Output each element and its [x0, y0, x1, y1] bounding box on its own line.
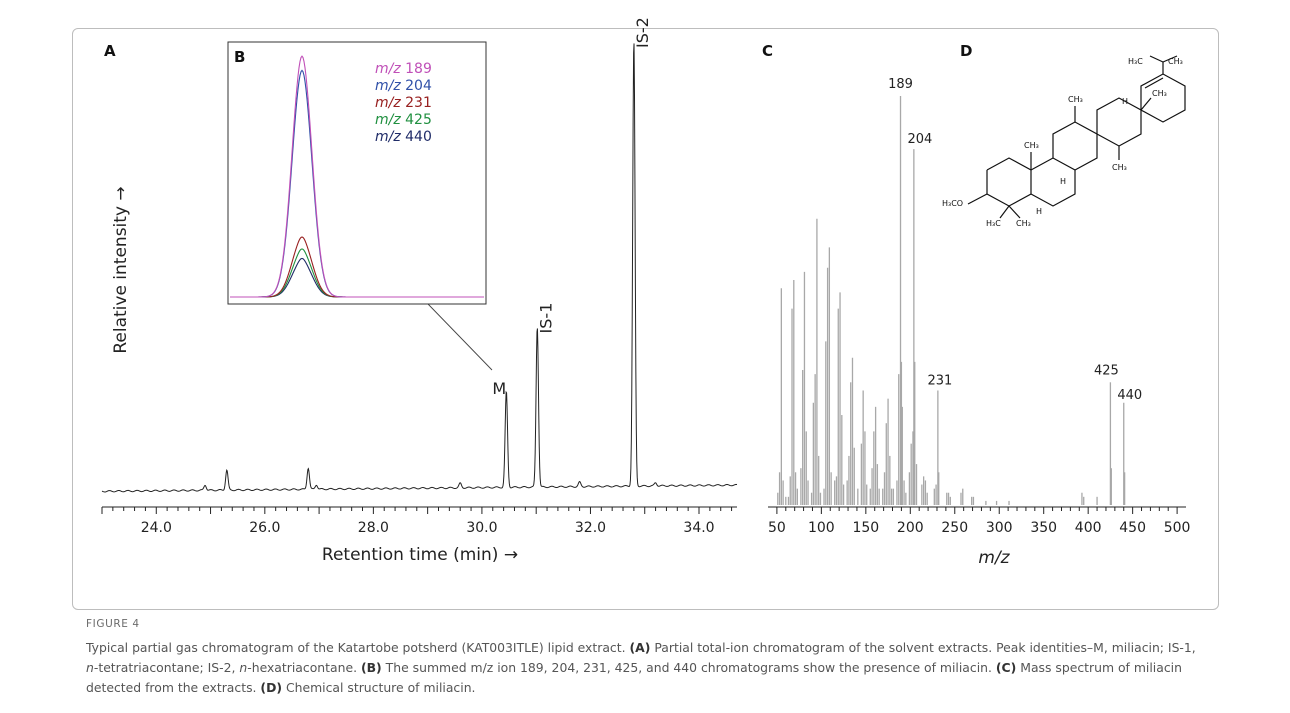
svg-text:CH₃: CH₃ [1024, 141, 1039, 150]
panel-b-legend-entry: m/z 231 [375, 95, 432, 111]
panel-c-x-tick-label: 400 [1075, 520, 1102, 536]
spectrum-peak-label: 231 [927, 373, 952, 388]
panel-a-peak-labels: M IS-1 IS-2 [492, 17, 652, 398]
svg-text:H: H [1060, 177, 1066, 186]
panel-b-traces [230, 55, 484, 298]
panel-a-x-tick-label: 26.0 [249, 520, 280, 536]
panel-c-x-tick-label: 100 [808, 520, 835, 536]
panel-d-label: D [960, 42, 972, 60]
panel-a-x-tick-label: 32.0 [575, 520, 606, 536]
svg-text:CH₃: CH₃ [1016, 219, 1031, 228]
panel-a-x-tick-label: 34.0 [683, 520, 714, 536]
peak-label-m: M [492, 379, 506, 398]
panel-b-legend-entry: m/z 189 [375, 61, 432, 77]
miliacin-skeleton [967, 55, 1186, 219]
panel-c-x-tick-label: 150 [852, 520, 879, 536]
svg-text:CH₃: CH₃ [1168, 57, 1183, 66]
panel-c-peak-labels: 189 204 231 425 440 [888, 77, 1142, 403]
panel-b-legend-entry: m/z 425 [375, 112, 432, 128]
panel-a-x-axis-label: Retention time (min) → [322, 545, 518, 565]
figure-caption: FIGURE 4 Typical partial gas chromatogra… [86, 618, 1206, 698]
panel-c-x-tick-label: 350 [1030, 520, 1057, 536]
peak-label-is-2: IS-2 [633, 17, 652, 48]
inset-connector-line [427, 303, 493, 371]
panel-a-x-tick-label: 24.0 [141, 520, 172, 536]
svg-text:H₃CO: H₃CO [942, 199, 963, 208]
panel-c-x-axis-label: m/z [978, 548, 1010, 568]
panel-a-label: A [104, 42, 116, 60]
peak-label-is-1: IS-1 [536, 303, 555, 334]
svg-text:H: H [1122, 97, 1128, 106]
panel-c-label: C [762, 42, 773, 60]
panel-b-trace-189 [230, 55, 484, 298]
panel-c-x-tick-label: 250 [941, 520, 968, 536]
panel-c-x-tick-label: 450 [1119, 520, 1146, 536]
svg-text:CH₃: CH₃ [1112, 163, 1127, 172]
panel-b-legend-entry: m/z 204 [375, 78, 432, 94]
svg-text:H₃C: H₃C [986, 219, 1001, 228]
panel-b-legend-entry: m/z 440 [375, 129, 432, 145]
spectrum-peak-label: 425 [1094, 363, 1119, 378]
svg-text:H₃C: H₃C [1128, 57, 1143, 66]
panel-c-x-tick-label: 300 [986, 520, 1013, 536]
panel-a-x-tick-label: 28.0 [358, 520, 389, 536]
spectrum-peak-label: 189 [888, 77, 913, 92]
panel-c-x-tick-label: 500 [1164, 520, 1191, 536]
figure-number: FIGURE 4 [86, 618, 140, 630]
panel-c-x-tick-label: 50 [768, 520, 786, 536]
panel-d-chemical-structure: D H₃C CH₃ [942, 42, 1186, 228]
panel-c-mass-spectrum: C 50 100 150 200 250 300 350 400 450 500 189 204 23… [762, 42, 1190, 568]
panel-c-x-tick-label: 200 [897, 520, 924, 536]
spectrum-peak-label: 204 [907, 132, 932, 147]
svg-text:CH₃: CH₃ [1152, 89, 1167, 98]
panel-b-inset-frame [227, 41, 487, 305]
panel-a-chromatogram: A Relative intensity → Retention time (m… [101, 17, 738, 565]
structure-atom-labels: H₃C CH₃ CH₃ H CH₃ CH₃ H CH₃ H₃CO H₃C CH₃… [942, 57, 1183, 228]
svg-text:H: H [1036, 207, 1042, 216]
panel-c-spectrum-bars [777, 96, 1126, 505]
svg-text:CH₃: CH₃ [1068, 95, 1083, 104]
panel-a-y-axis-label: Relative intensity → [111, 186, 131, 353]
caption-text: Typical partial gas chromatogram of the … [86, 640, 1196, 695]
figure-canvas: A Relative intensity → Retention time (m… [101, 17, 1190, 568]
panel-a-x-tick-label: 30.0 [466, 520, 497, 536]
panel-c-x-ticks: 50 100 150 200 250 300 350 400 450 500 [768, 507, 1190, 536]
panel-a-chromatogram-trace [101, 43, 738, 493]
panel-b-label: B [234, 48, 245, 66]
spectrum-peak-label: 440 [1117, 388, 1142, 403]
panel-a-x-ticks: 24.0 26.0 28.0 30.0 32.0 34.0 [101, 507, 733, 536]
